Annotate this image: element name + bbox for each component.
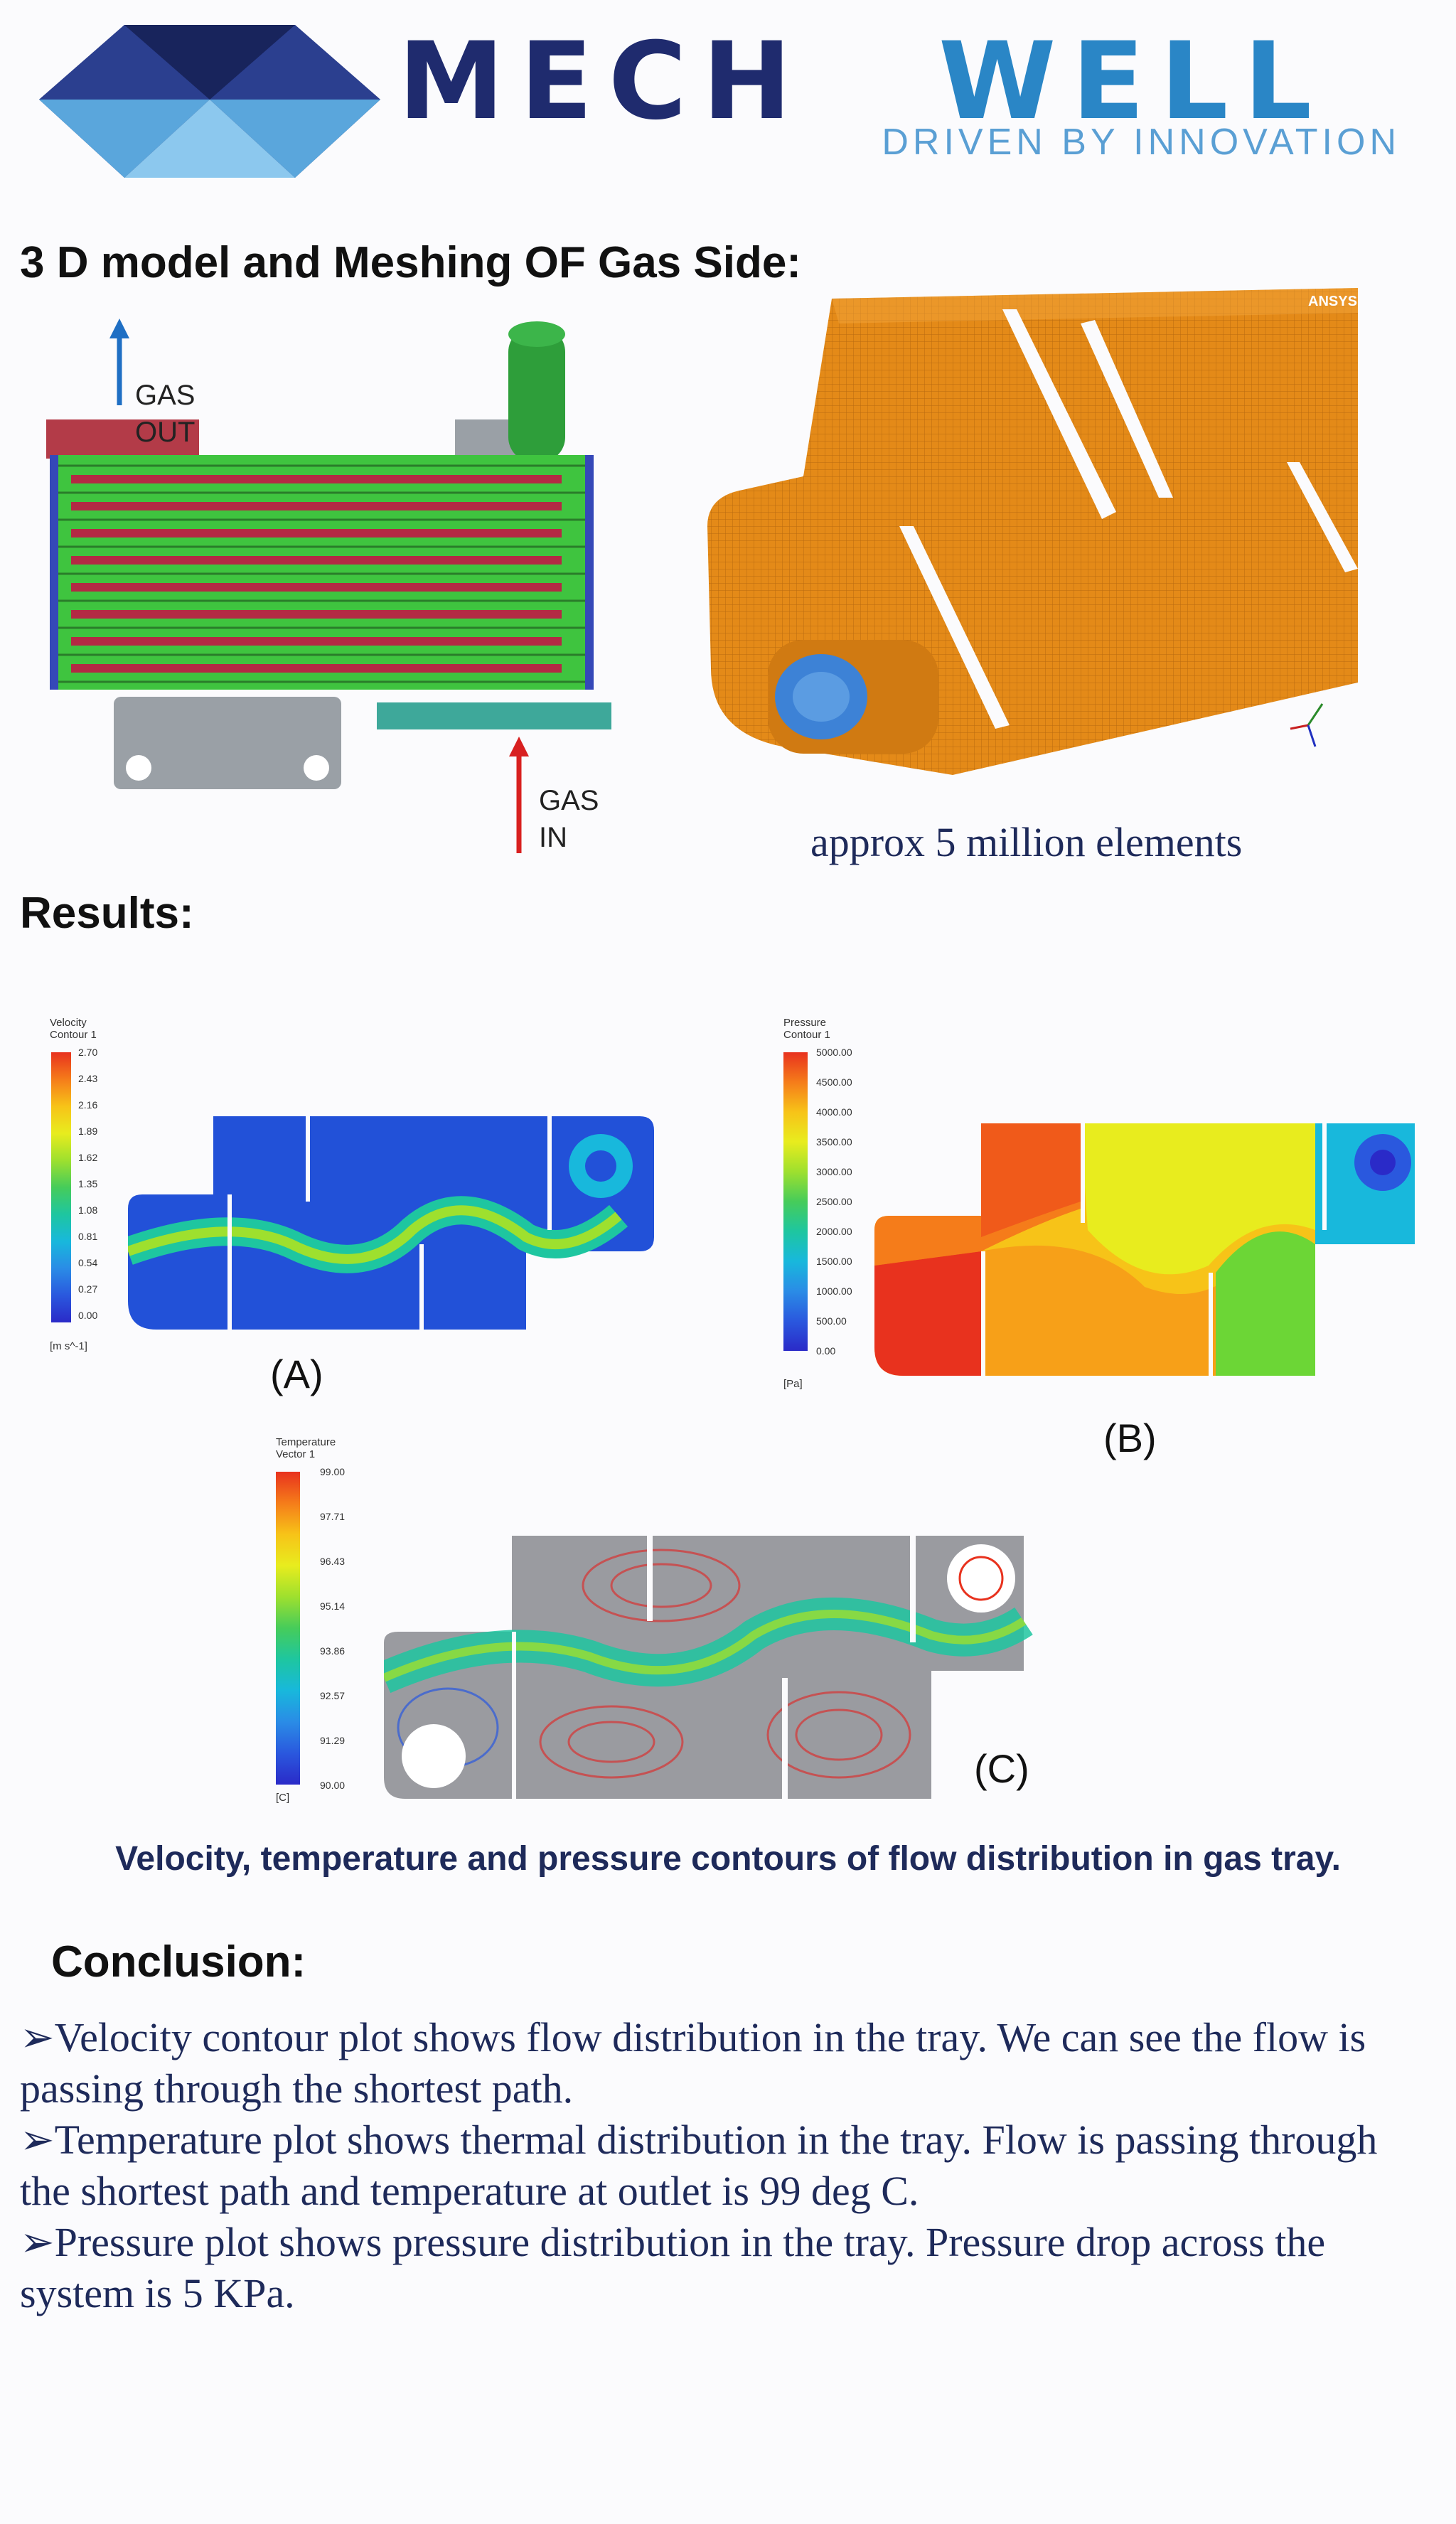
legend-value: 91.29 [320,1735,346,1746]
velocity-figure-label: (A) [270,1352,323,1396]
temperature-figure-label: (C) [974,1746,1029,1791]
bullet-arrow-icon: ➢ [20,2219,55,2265]
legend-value: 92.57 [320,1690,346,1701]
legend-value: 1000.00 [816,1285,852,1297]
conclusion-text: Temperature plot shows thermal distribut… [20,2117,1378,2214]
temperature-legend-title: Temperature Vector 1 [276,1436,336,1460]
legend-value: 96.43 [320,1556,346,1567]
heat-exchanger-3d-model: GAS OUT GAS IN [28,313,626,867]
pressure-unit: [Pa] [783,1378,803,1390]
legend-value: 1.62 [78,1152,98,1163]
temperature-colorbar [276,1472,300,1785]
conclusion-item: ➢Velocity contour plot shows flow distri… [20,2012,1413,2114]
legend-value: 95.14 [320,1600,346,1612]
heat-exchanger-drawing [46,319,611,853]
mesh-view: ANSYS [697,284,1372,789]
legend-value: 2.43 [78,1073,98,1084]
pressure-legend-values: 5000.00 4500.00 4000.00 3500.00 3000.00 … [816,1047,873,1375]
legend-value: 5000.00 [816,1047,852,1058]
legend-value: 500.00 [816,1315,847,1327]
temperature-vector-plot [384,1536,1033,1799]
legend-value: 0.27 [78,1283,98,1295]
temperature-vector-figure: Temperature Vector 1 99.00 97.71 96.43 9… [270,1436,1123,1834]
velocity-contour-plot [128,1116,654,1330]
ansys-watermark: ANSYS [1308,294,1357,309]
velocity-colorbar [51,1052,71,1322]
conclusion-item: ➢Temperature plot shows thermal distribu… [20,2114,1413,2217]
legend-value: 93.86 [320,1645,346,1657]
logo-emblem [39,25,380,178]
legend-value: 3500.00 [816,1136,852,1148]
legend-value: 2.16 [78,1099,98,1111]
legend-value: 90.00 [320,1780,346,1791]
pressure-legend-title: Pressure Contour 1 [783,1017,830,1041]
gas-out-label: GAS OUT [135,380,196,448]
conclusion-text: Velocity contour plot shows flow distrib… [20,2014,1366,2112]
legend-value: 99.00 [320,1466,346,1477]
temperature-legend-values: 99.00 97.71 96.43 95.14 93.86 92.57 91.2… [320,1466,377,1824]
pressure-contour-figure: Pressure Contour 1 5000.00 4500.00 4000.… [782,1017,1436,1472]
mesh-drawing: ANSYS [707,288,1358,775]
legend-value: 1.08 [78,1204,98,1216]
temperature-unit: [C] [276,1792,290,1804]
legend-value: 2000.00 [816,1226,852,1237]
legend-value: 1.35 [78,1178,98,1189]
legend-value: 4500.00 [816,1076,852,1088]
pressure-colorbar [783,1052,808,1351]
bullet-arrow-icon: ➢ [20,2014,55,2060]
section-title-conclusion: Conclusion: [51,1937,306,1986]
section-title-model: 3 D model and Meshing OF Gas Side: [20,238,801,287]
gas-in-label: GAS IN [539,785,599,853]
conclusion-item: ➢Pressure plot shows pressure distributi… [20,2217,1413,2319]
brand-name-well: WELL [938,20,1328,144]
legend-value: 1.89 [78,1125,98,1137]
section-title-results: Results: [20,889,194,938]
legend-value: 0.54 [78,1257,98,1268]
legend-value: 2.70 [78,1047,98,1058]
brand-name-mech: MECH [398,20,808,144]
legend-value: 0.81 [78,1231,98,1242]
velocity-legend-title: Velocity Contour 1 [50,1017,97,1041]
legend-value: 0.00 [816,1345,836,1357]
bullet-arrow-icon: ➢ [20,2117,55,2163]
velocity-unit: [m s^-1] [50,1340,87,1352]
conclusion-text: Pressure plot shows pressure distributio… [20,2219,1326,2316]
pressure-figure-label: (B) [1103,1416,1157,1460]
results-caption: Velocity, temperature and pressure conto… [115,1840,1341,1878]
brand-tagline: DRIVEN BY INNOVATION [882,122,1401,163]
legend-value: 4000.00 [816,1106,852,1118]
pressure-contour-plot [874,1123,1415,1376]
legend-value: 3000.00 [816,1166,852,1177]
mesh-caption: approx 5 million elements [810,819,1243,865]
legend-value: 97.71 [320,1511,346,1522]
legend-value: 1500.00 [816,1256,852,1267]
velocity-legend-values: 2.70 2.43 2.16 1.89 1.62 1.35 1.08 0.81 … [78,1047,121,1331]
legend-value: 2500.00 [816,1196,852,1207]
conclusion-list: ➢Velocity contour plot shows flow distri… [20,2012,1413,2319]
velocity-contour-figure: Velocity Contour 1 2.70 2.43 2.16 1.89 1… [43,1017,682,1415]
logo-header: MECH WELL DRIVEN BY INNOVATION [0,0,1456,199]
legend-value: 0.00 [78,1310,98,1321]
